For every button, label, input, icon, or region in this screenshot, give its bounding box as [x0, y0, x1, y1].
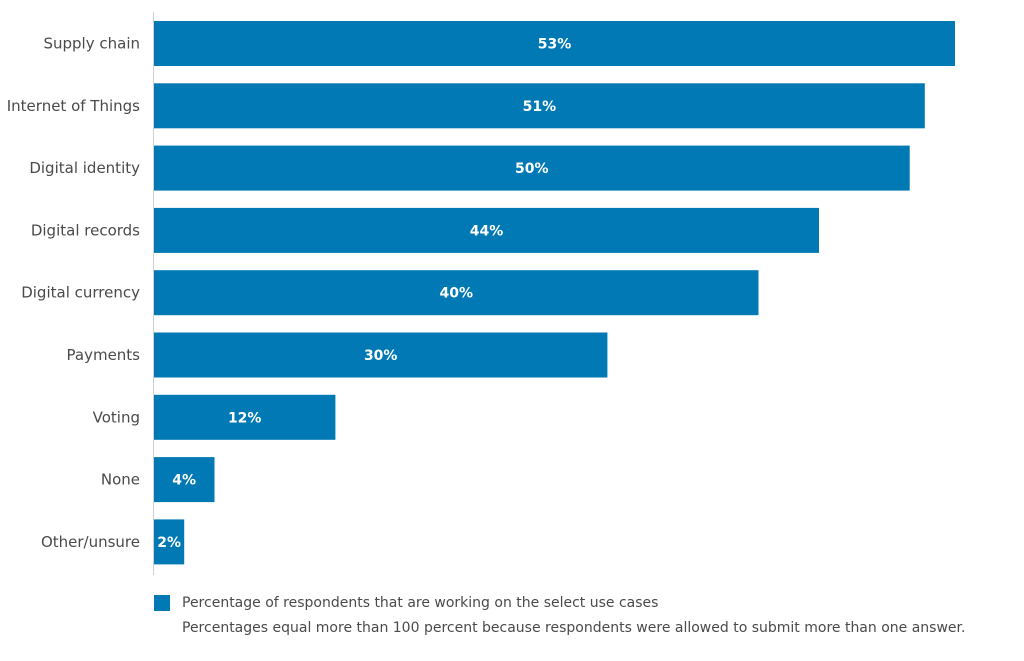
bar [154, 270, 759, 316]
legend: Percentage of respondents that are worki… [154, 592, 1014, 636]
data-label: 50% [515, 161, 549, 177]
bar [154, 207, 819, 253]
bar [154, 394, 336, 440]
data-label: 51% [523, 99, 557, 115]
data-label: 2% [157, 535, 181, 551]
category-label: Internet of Things [7, 97, 140, 115]
legend-swatch [154, 595, 170, 611]
category-label: Voting [93, 408, 140, 426]
bar-chart: Supply chain 53% Internet of Things 51% Digi… [7, 12, 955, 575]
data-label: 30% [364, 348, 398, 364]
data-label: 53% [538, 37, 572, 53]
bar [154, 21, 955, 66]
legend-label: Percentage of respondents that are worki… [182, 595, 659, 611]
category-label: Digital records [31, 221, 140, 239]
category-label: None [101, 471, 140, 489]
category-label: Other/unsure [41, 533, 140, 551]
category-label: Digital identity [29, 159, 140, 177]
legend-entry: Percentage of respondents that are worki… [154, 592, 1014, 614]
category-label: Digital currency [21, 284, 140, 302]
data-label: 12% [228, 410, 262, 426]
category-label: Supply chain [43, 35, 140, 53]
bar [154, 145, 910, 191]
category-label: Payments [67, 346, 141, 364]
data-label: 4% [172, 473, 196, 489]
bar [154, 519, 185, 565]
bar [154, 332, 608, 378]
data-label: 40% [440, 286, 474, 302]
bar [154, 83, 925, 129]
data-label: 44% [470, 223, 504, 239]
chart-footnote: Percentages equal more than 100 percent … [182, 620, 966, 636]
bar [154, 457, 215, 503]
